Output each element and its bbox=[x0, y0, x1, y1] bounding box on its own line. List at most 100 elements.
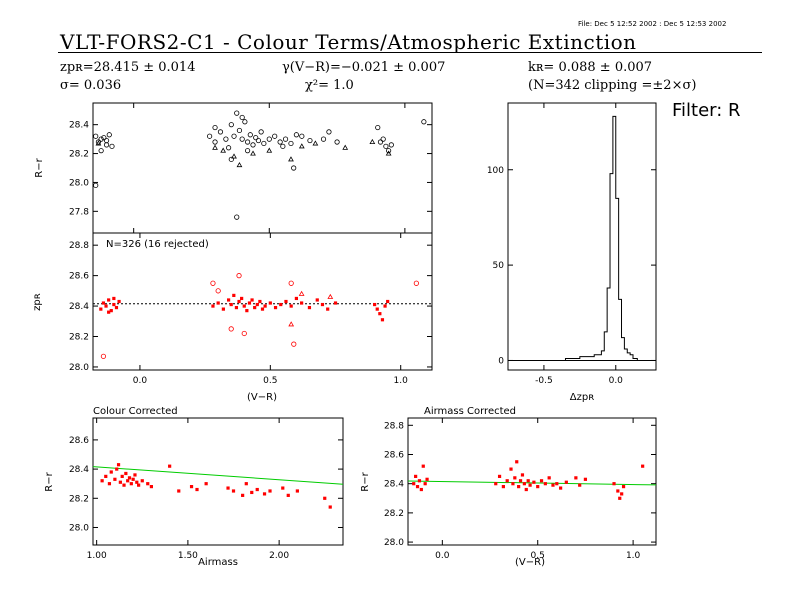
airmass-y-axis-label: R−r bbox=[44, 471, 55, 491]
colour-y-tick-label: 28.0 bbox=[384, 538, 404, 548]
zp-data-point bbox=[210, 280, 216, 286]
airmass-plot-frame bbox=[92, 417, 344, 546]
airmass-fit-line bbox=[92, 466, 344, 485]
zp-data-point bbox=[101, 301, 106, 305]
colour-plot-title: Airmass Corrected bbox=[424, 406, 516, 417]
colour-data-point bbox=[419, 487, 423, 492]
airmass-data-point bbox=[149, 485, 153, 489]
airmass-data-point bbox=[204, 482, 208, 486]
zp-data-point bbox=[250, 298, 254, 302]
raw-data-point bbox=[386, 148, 392, 154]
raw-data-point bbox=[369, 138, 376, 144]
zp-data-point bbox=[221, 307, 225, 311]
airmass-data-point bbox=[113, 477, 117, 481]
zp-data-point bbox=[215, 288, 221, 294]
raw-data-point bbox=[207, 133, 213, 139]
airmass-data-point bbox=[127, 476, 132, 480]
zp-data-point bbox=[320, 302, 325, 307]
zp-data-point bbox=[315, 298, 319, 302]
airmass-x-tick-label: 2.00 bbox=[269, 551, 289, 561]
raw-data-point bbox=[291, 165, 297, 171]
zp-y-tick-label: 28.8 bbox=[69, 241, 89, 251]
colour-data-point bbox=[425, 477, 429, 481]
zp-y-tick-label: 28.2 bbox=[69, 333, 89, 343]
zp-y-tick-label: 28.6 bbox=[69, 272, 89, 282]
zp-data-point bbox=[241, 330, 247, 337]
airmass-data-point bbox=[250, 490, 254, 495]
zp-data-point bbox=[294, 296, 298, 301]
zp-y-axis-label: zpʀ bbox=[32, 293, 43, 311]
zp-plot-frame bbox=[92, 232, 433, 371]
colour-data-point bbox=[526, 479, 530, 483]
airmass-data-point bbox=[268, 489, 272, 493]
raw-data-point bbox=[220, 147, 227, 153]
zp-y-tick-label: 28.0 bbox=[69, 363, 89, 373]
hist-plot-frame bbox=[507, 102, 657, 371]
colour-data-point bbox=[414, 474, 418, 478]
colour-y-axis-label: R−r bbox=[360, 471, 371, 491]
raw-data-point bbox=[377, 139, 384, 145]
zp-data-point bbox=[109, 309, 113, 313]
hist-x-tick-label: 0.0 bbox=[609, 376, 624, 386]
zp-data-point bbox=[291, 341, 297, 347]
raw-y-tick-label: 27.8 bbox=[69, 207, 89, 217]
colour-data-point bbox=[497, 474, 502, 478]
colour-data-point bbox=[620, 492, 624, 496]
raw-data-point bbox=[261, 140, 267, 147]
airmass-data-point bbox=[168, 464, 172, 468]
colour-data-point bbox=[423, 482, 427, 486]
colour-data-point bbox=[583, 477, 588, 481]
colour-term-stat: γ(V−R)=−0.021 ± 0.007 bbox=[282, 60, 446, 75]
airmass-data-point bbox=[133, 473, 137, 477]
raw-y-tick-label: 28.2 bbox=[69, 150, 89, 160]
zp-data-point bbox=[242, 304, 246, 308]
zp-data-point bbox=[268, 301, 272, 305]
colour-data-point bbox=[641, 464, 645, 468]
zeropoint-stat: zpʀ=28.415 ± 0.014 bbox=[60, 60, 196, 75]
airmass-y-tick-label: 28.4 bbox=[69, 465, 89, 475]
raw-data-point bbox=[288, 156, 294, 162]
zp-data-point bbox=[247, 301, 252, 305]
colour-fit-line bbox=[407, 480, 657, 486]
airmass-data-point bbox=[109, 470, 113, 474]
zp-data-point bbox=[228, 326, 234, 332]
colour-data-point bbox=[494, 482, 498, 486]
zp-data-point bbox=[373, 302, 377, 307]
colour-data-point bbox=[515, 460, 519, 464]
airmass-plot-title: Colour Corrected bbox=[93, 406, 178, 417]
zp-data-point bbox=[117, 299, 121, 304]
airmass-data-point bbox=[295, 489, 299, 493]
colour-data-point bbox=[536, 485, 540, 489]
zp-data-point bbox=[99, 307, 103, 311]
zp-data-point bbox=[279, 302, 283, 307]
colour-data-point bbox=[616, 489, 620, 493]
colour-data-point bbox=[517, 485, 521, 489]
zp-data-point bbox=[104, 304, 108, 308]
airmass-data-point bbox=[100, 479, 104, 483]
raw-data-point bbox=[212, 144, 218, 150]
airmass-data-point bbox=[135, 480, 139, 484]
colour-data-point bbox=[522, 482, 526, 486]
airmass-y-tick-label: 28.2 bbox=[69, 494, 89, 504]
raw-data-point bbox=[244, 148, 251, 154]
colour-x-axis-label: (V−R) bbox=[515, 557, 545, 568]
colour-data-point bbox=[578, 483, 582, 487]
raw-data-point bbox=[95, 139, 102, 145]
zp-data-point bbox=[100, 353, 107, 359]
airmass-x-tick-label: 1.00 bbox=[87, 551, 107, 561]
zp-data-point bbox=[112, 302, 116, 307]
colour-data-point bbox=[555, 482, 559, 486]
colour-x-tick-label: 0.0 bbox=[435, 551, 450, 561]
raw-data-point bbox=[272, 133, 278, 139]
zp-data-point bbox=[114, 305, 119, 310]
raw-data-point bbox=[253, 135, 259, 141]
colour-data-point bbox=[415, 485, 420, 489]
raw-data-point bbox=[226, 145, 232, 151]
zp-data-point bbox=[378, 312, 382, 316]
raw-data-point bbox=[326, 129, 332, 135]
raw-data-point bbox=[234, 110, 240, 116]
zp-data-point bbox=[326, 307, 330, 311]
zp-data-point bbox=[375, 307, 379, 311]
zp-data-point bbox=[107, 298, 111, 302]
zp-x-tick-label: 1.0 bbox=[394, 376, 409, 386]
